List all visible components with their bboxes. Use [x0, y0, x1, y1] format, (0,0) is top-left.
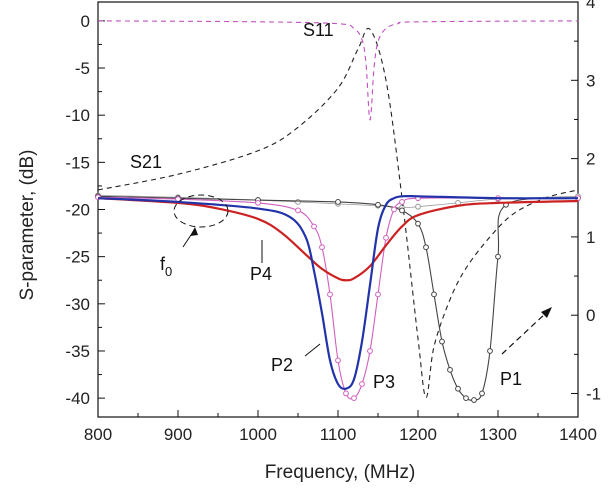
y2-tick-label: 1	[586, 228, 595, 247]
x-axis-title: Frequency, (MHz)	[265, 462, 416, 483]
baseline-point	[295, 199, 301, 205]
y2-tick-label: 3	[586, 71, 595, 90]
series-layer	[95, 20, 581, 403]
y-tick-label: -5	[75, 59, 90, 78]
p3-point	[399, 199, 405, 205]
p1-point	[423, 244, 429, 251]
p3-point	[367, 348, 373, 354]
x-tick-label: 800	[84, 425, 112, 444]
s11-line	[97, 20, 579, 121]
y-tick-label: -15	[65, 153, 90, 172]
axes-layer: 800 900 1000 1100 1200 1300 14000-5-10-15-20-2…	[65, 0, 601, 444]
p3-point	[295, 207, 301, 214]
p1-point	[335, 199, 341, 205]
p3-point	[335, 357, 341, 364]
f0-label-sub: 0	[165, 264, 172, 279]
p1-point	[447, 366, 453, 373]
f0-arrow-head	[190, 227, 198, 236]
x-tick-label: 1200	[399, 425, 437, 444]
p3-point	[327, 291, 333, 298]
p1-point	[479, 390, 485, 397]
p2-leader-line	[304, 343, 321, 357]
baseline-point	[415, 203, 421, 210]
p1-point	[431, 291, 437, 298]
p3-point	[255, 199, 261, 206]
x-tick-label: 900	[164, 425, 192, 444]
f0-label: f0	[160, 254, 172, 279]
y2-tick-label: 4	[586, 0, 595, 12]
p3-point	[311, 223, 317, 230]
y-tick-label: -40	[65, 389, 90, 408]
p2-line	[97, 194, 579, 391]
p1-point	[375, 201, 381, 208]
p1-axis-arrow-line	[501, 311, 548, 355]
x-tick-label: 1400	[559, 425, 597, 444]
y-tick-label: -20	[65, 201, 90, 220]
p2-label: P2	[271, 355, 293, 375]
p3-point	[359, 381, 365, 387]
p3-point	[343, 390, 349, 397]
p1-point	[487, 348, 493, 354]
p3-point	[391, 206, 397, 213]
p1-axis-arrow-head	[541, 307, 552, 318]
y-axis-title: S-parameter, (dB)	[17, 150, 38, 301]
f0-label-base: f	[160, 254, 166, 274]
p4-line	[97, 197, 579, 282]
s21-label: S21	[130, 152, 162, 172]
x-tick-label: 1100	[320, 425, 357, 444]
p1-point	[399, 207, 405, 214]
y-tick-label: -25	[65, 248, 90, 267]
p3-point	[351, 395, 357, 402]
p3-label: P3	[373, 372, 395, 392]
p1-point	[471, 397, 477, 403]
annotation-layer: S11 S21 f0 P4 P2 P3 P1	[130, 20, 552, 392]
p1-point	[439, 338, 445, 345]
y2-tick-label: 2	[586, 150, 595, 169]
p1-point	[495, 253, 501, 260]
f0-marker-circle	[173, 194, 229, 228]
x-tick-label: 1300	[479, 425, 517, 444]
y2-tick-label: 0	[586, 306, 595, 325]
y-tick-label: -35	[65, 342, 90, 361]
p4-label: P4	[250, 264, 272, 284]
y2-tick-label: -1	[586, 385, 601, 404]
p3-point	[375, 291, 381, 298]
p1-label: P1	[500, 369, 522, 389]
p1-point	[415, 220, 421, 227]
p3-point	[383, 234, 389, 241]
s11-label: S11	[303, 20, 334, 40]
p3-point	[319, 244, 325, 251]
y-tick-label: -30	[65, 295, 90, 314]
y-tick-label: 0	[81, 12, 90, 31]
p1-point	[463, 395, 469, 402]
y-tick-label: -10	[65, 106, 90, 125]
p1-point	[455, 385, 461, 392]
x-tick-label: 1000	[239, 425, 277, 444]
